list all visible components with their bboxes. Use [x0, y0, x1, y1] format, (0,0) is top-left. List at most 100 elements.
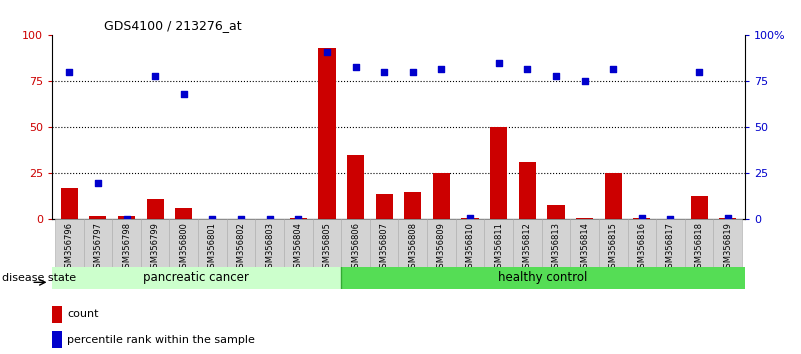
- Point: [292, 217, 304, 222]
- Bar: [599, 219, 627, 267]
- Bar: [490, 127, 507, 219]
- Text: disease state: disease state: [2, 273, 76, 282]
- Point: [693, 69, 706, 75]
- Bar: [519, 162, 536, 219]
- Text: GSM356806: GSM356806: [351, 222, 360, 273]
- Text: GSM356816: GSM356816: [638, 222, 646, 273]
- Bar: [175, 209, 192, 219]
- Bar: [141, 219, 170, 267]
- Text: GSM356818: GSM356818: [694, 222, 703, 273]
- Bar: [170, 219, 198, 267]
- Point: [378, 69, 391, 75]
- Text: GSM356809: GSM356809: [437, 222, 446, 273]
- Bar: [485, 219, 513, 267]
- Text: GSM356803: GSM356803: [265, 222, 274, 273]
- Bar: [341, 219, 370, 267]
- Text: GSM356811: GSM356811: [494, 222, 503, 273]
- Bar: [656, 219, 685, 267]
- Text: GSM356813: GSM356813: [551, 222, 561, 273]
- Point: [722, 215, 735, 221]
- Text: count: count: [67, 309, 99, 319]
- Text: GSM356796: GSM356796: [65, 222, 74, 273]
- Text: GSM356817: GSM356817: [666, 222, 675, 273]
- Bar: [685, 219, 714, 267]
- Bar: [118, 216, 135, 219]
- Point: [120, 217, 133, 222]
- Text: GSM356798: GSM356798: [122, 222, 131, 273]
- Point: [62, 69, 75, 75]
- Text: GSM356805: GSM356805: [323, 222, 332, 273]
- Bar: [340, 267, 745, 289]
- Bar: [605, 173, 622, 219]
- Bar: [52, 331, 62, 348]
- Text: percentile rank within the sample: percentile rank within the sample: [67, 335, 256, 345]
- Point: [578, 79, 591, 84]
- Bar: [541, 219, 570, 267]
- Point: [464, 215, 477, 221]
- Bar: [312, 219, 341, 267]
- Point: [521, 66, 533, 72]
- Bar: [461, 218, 479, 219]
- Bar: [83, 219, 112, 267]
- Bar: [433, 173, 450, 219]
- Text: GSM356814: GSM356814: [580, 222, 589, 273]
- Text: pancreatic cancer: pancreatic cancer: [143, 271, 249, 284]
- Bar: [456, 219, 485, 267]
- Point: [177, 91, 190, 97]
- Point: [635, 215, 648, 221]
- Bar: [112, 219, 141, 267]
- Point: [664, 217, 677, 222]
- Text: GSM356801: GSM356801: [208, 222, 217, 273]
- Bar: [198, 219, 227, 267]
- Bar: [570, 219, 599, 267]
- Bar: [576, 218, 594, 219]
- Point: [549, 73, 562, 79]
- Text: GSM356800: GSM356800: [179, 222, 188, 273]
- Text: GSM356815: GSM356815: [609, 222, 618, 273]
- Bar: [376, 194, 392, 219]
- Bar: [719, 218, 736, 219]
- Text: GSM356804: GSM356804: [294, 222, 303, 273]
- Bar: [347, 155, 364, 219]
- Bar: [52, 306, 62, 323]
- Point: [435, 66, 448, 72]
- Bar: [89, 216, 107, 219]
- Bar: [513, 219, 541, 267]
- Point: [349, 64, 362, 69]
- Text: GSM356819: GSM356819: [723, 222, 732, 273]
- Bar: [398, 219, 427, 267]
- Point: [235, 217, 248, 222]
- Point: [493, 60, 505, 66]
- Bar: [714, 219, 742, 267]
- Point: [206, 217, 219, 222]
- Point: [320, 49, 333, 55]
- Bar: [547, 205, 565, 219]
- Point: [607, 66, 620, 72]
- Text: GSM356810: GSM356810: [465, 222, 474, 273]
- Text: GSM356802: GSM356802: [236, 222, 246, 273]
- Bar: [290, 218, 307, 219]
- Bar: [627, 219, 656, 267]
- Text: GSM356807: GSM356807: [380, 222, 388, 273]
- Bar: [318, 48, 336, 219]
- Point: [149, 73, 162, 79]
- Bar: [370, 219, 398, 267]
- Text: GSM356808: GSM356808: [409, 222, 417, 273]
- Text: GDS4100 / 213276_at: GDS4100 / 213276_at: [104, 19, 242, 33]
- Text: GSM356799: GSM356799: [151, 222, 159, 273]
- Point: [406, 69, 419, 75]
- Text: GSM356797: GSM356797: [94, 222, 103, 273]
- Text: GSM356812: GSM356812: [523, 222, 532, 273]
- Bar: [52, 267, 340, 289]
- Bar: [284, 219, 312, 267]
- Bar: [690, 195, 708, 219]
- Text: healthy control: healthy control: [498, 271, 587, 284]
- Bar: [147, 199, 163, 219]
- Bar: [427, 219, 456, 267]
- Bar: [256, 219, 284, 267]
- Bar: [405, 192, 421, 219]
- Bar: [61, 188, 78, 219]
- Bar: [55, 219, 83, 267]
- Bar: [227, 219, 256, 267]
- Point: [91, 180, 104, 185]
